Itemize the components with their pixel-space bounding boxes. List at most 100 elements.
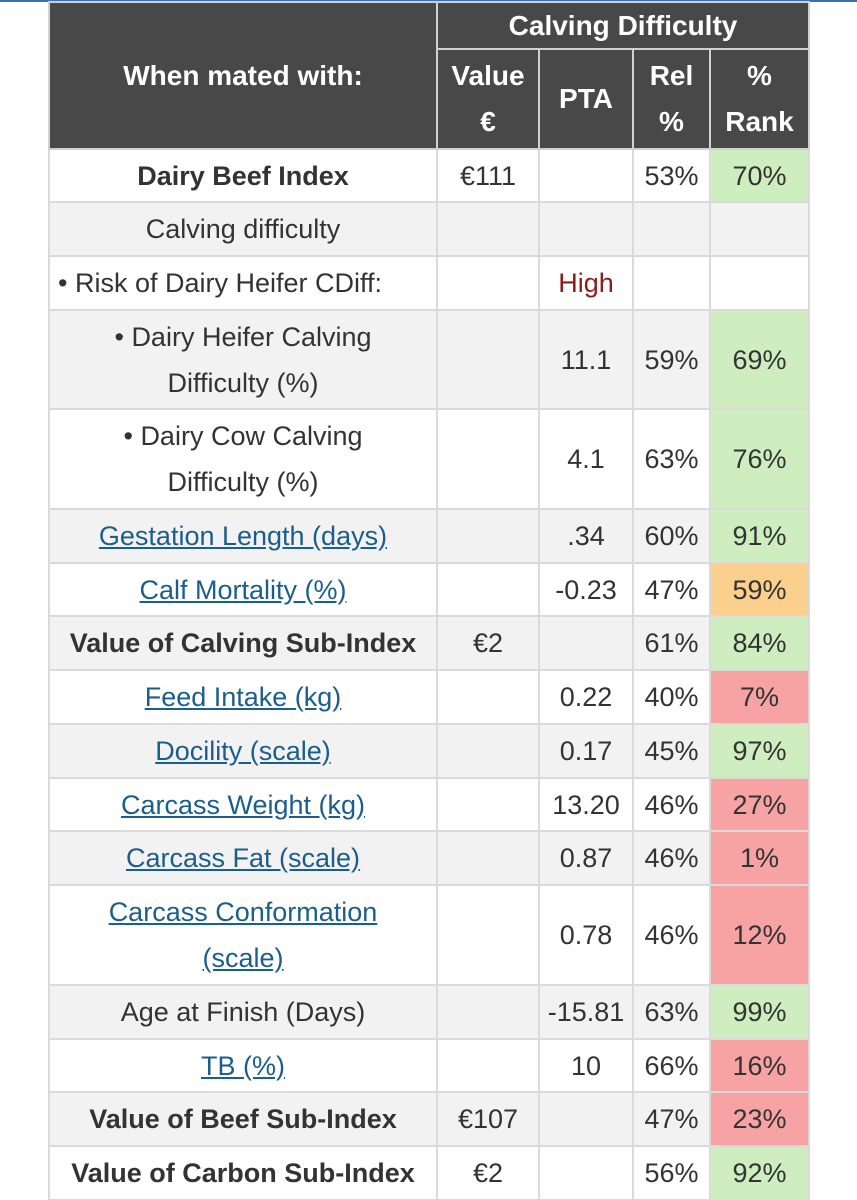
row-label: Feed Intake (kg) <box>48 669 438 725</box>
header-mated-with: When mated with: <box>48 1 438 150</box>
row-value <box>436 984 540 1040</box>
proof-table-container: When mated with: Calving Difficulty Valu… <box>48 1 811 1200</box>
header-row-columns: Value € PTA Rel% % Rank <box>49 48 811 150</box>
header-rank: % Rank <box>708 48 811 150</box>
carcass-conformation-link[interactable]: Carcass Conformation (scale) <box>108 897 378 973</box>
row-pta: -15.81 <box>538 984 634 1040</box>
table-row: Age at Finish (Days) -15.81 63% 99% <box>48 984 811 1040</box>
row-rel: 47% <box>632 1091 711 1147</box>
calf-mortality-link[interactable]: Calf Mortality (%) <box>139 574 347 605</box>
table-row: • Risk of Dairy Heifer CDiff: High <box>48 255 811 311</box>
table-row: Calving difficulty <box>48 201 811 257</box>
row-pta: -0.23 <box>538 562 634 617</box>
row-rank: 92% <box>708 1145 811 1200</box>
row-pta: 0.17 <box>538 723 634 779</box>
table-row: Gestation Length (days) .34 60% 91% <box>48 508 811 564</box>
row-pta <box>538 1091 634 1147</box>
row-rel: 66% <box>632 1038 711 1093</box>
row-value <box>436 408 540 510</box>
row-rel: 59% <box>632 309 711 410</box>
row-pta: 4.1 <box>538 408 634 510</box>
table-row: Carcass Weight (kg) 13.20 46% 27% <box>48 777 811 832</box>
row-rank: 7% <box>708 669 811 725</box>
row-rank: 97% <box>708 723 811 779</box>
row-value <box>436 777 540 832</box>
table-row: Carcass Conformation (scale) 0.78 46% 12% <box>48 884 811 986</box>
row-rel: 63% <box>632 408 711 510</box>
row-rel <box>632 255 711 311</box>
header-pta: PTA <box>538 48 634 150</box>
row-rank: 59% <box>708 562 811 617</box>
row-rel <box>632 201 711 257</box>
row-rel: 46% <box>632 830 711 886</box>
row-rank: 16% <box>708 1038 811 1093</box>
row-value <box>436 562 540 617</box>
row-pta: 0.87 <box>538 830 634 886</box>
row-rel: 61% <box>632 615 711 671</box>
row-rank: 1% <box>708 830 811 886</box>
table-row: Feed Intake (kg) 0.22 40% 7% <box>48 669 811 725</box>
row-rank: 91% <box>708 508 811 564</box>
row-label: • Risk of Dairy Heifer CDiff: <box>48 255 438 311</box>
row-label: Calving difficulty <box>48 201 438 257</box>
row-label: Age at Finish (Days) <box>48 984 438 1040</box>
row-pta: 11.1 <box>538 309 634 410</box>
row-label: • Dairy Heifer Calving Difficulty (%) <box>48 309 438 410</box>
row-label: Carcass Conformation (scale) <box>48 884 438 986</box>
row-value <box>436 669 540 725</box>
row-pta-risk: High <box>538 255 634 311</box>
tb-link[interactable]: TB (%) <box>201 1050 285 1081</box>
row-rank <box>708 201 811 257</box>
row-label: Value of Calving Sub-Index <box>48 615 438 671</box>
row-label: • Dairy Cow Calving Difficulty (%) <box>48 408 438 510</box>
row-rank: 99% <box>708 984 811 1040</box>
row-value: €111 <box>436 148 540 203</box>
carcass-weight-link[interactable]: Carcass Weight (kg) <box>120 789 366 820</box>
feed-intake-link[interactable]: Feed Intake (kg) <box>144 682 342 712</box>
row-rank: 76% <box>708 408 811 510</box>
row-rel: 45% <box>632 723 711 779</box>
row-rank: 84% <box>708 615 811 671</box>
header-row-group: When mated with: Calving Difficulty <box>48 1 811 150</box>
row-pta <box>538 615 634 671</box>
row-rank: 70% <box>708 148 811 203</box>
table-row: Calf Mortality (%) -0.23 47% 59% <box>48 562 811 617</box>
table-row: Value of Beef Sub-Index €107 47% 23% <box>48 1091 811 1147</box>
row-rel: 47% <box>632 562 711 617</box>
row-rel: 46% <box>632 884 711 986</box>
table-row: Docility (scale) 0.17 45% 97% <box>48 723 811 779</box>
row-label: Docility (scale) <box>48 723 438 779</box>
row-value <box>436 255 540 311</box>
row-value <box>436 309 540 410</box>
table-row: Dairy Beef Index €111 53% 70% <box>48 148 811 203</box>
row-value: €2 <box>436 615 540 671</box>
row-value <box>436 884 540 986</box>
row-rank <box>708 255 811 311</box>
docility-link[interactable]: Docility (scale) <box>155 736 331 766</box>
row-pta: 0.78 <box>538 884 634 986</box>
row-rel: 56% <box>632 1145 711 1200</box>
row-value <box>436 1038 540 1093</box>
row-pta: 10 <box>538 1038 634 1093</box>
row-label: Value of Carbon Sub-Index <box>48 1145 438 1200</box>
table-row: • Dairy Cow Calving Difficulty (%) 4.1 63… <box>48 408 811 510</box>
row-label: Carcass Fat (scale) <box>48 830 438 886</box>
header-rel: Rel% <box>632 48 711 150</box>
row-value <box>436 508 540 564</box>
row-value <box>436 830 540 886</box>
row-pta: 0.22 <box>538 669 634 725</box>
row-pta <box>538 148 634 203</box>
proof-table: When mated with: Calving Difficulty Valu… <box>48 1 811 1200</box>
row-rel: 53% <box>632 148 711 203</box>
carcass-fat-link[interactable]: Carcass Fat (scale) <box>125 843 361 873</box>
row-label: Gestation Length (days) <box>48 508 438 564</box>
top-accent-line <box>0 0 857 2</box>
row-pta <box>538 201 634 257</box>
gestation-length-link[interactable]: Gestation Length (days) <box>98 521 388 551</box>
row-value: €107 <box>436 1091 540 1147</box>
row-pta: .34 <box>538 508 634 564</box>
row-rel: 63% <box>632 984 711 1040</box>
row-rank: 27% <box>708 777 811 832</box>
row-rank: 69% <box>708 309 811 410</box>
table-row: Value of Calving Sub-Index €2 61% 84% <box>48 615 811 671</box>
